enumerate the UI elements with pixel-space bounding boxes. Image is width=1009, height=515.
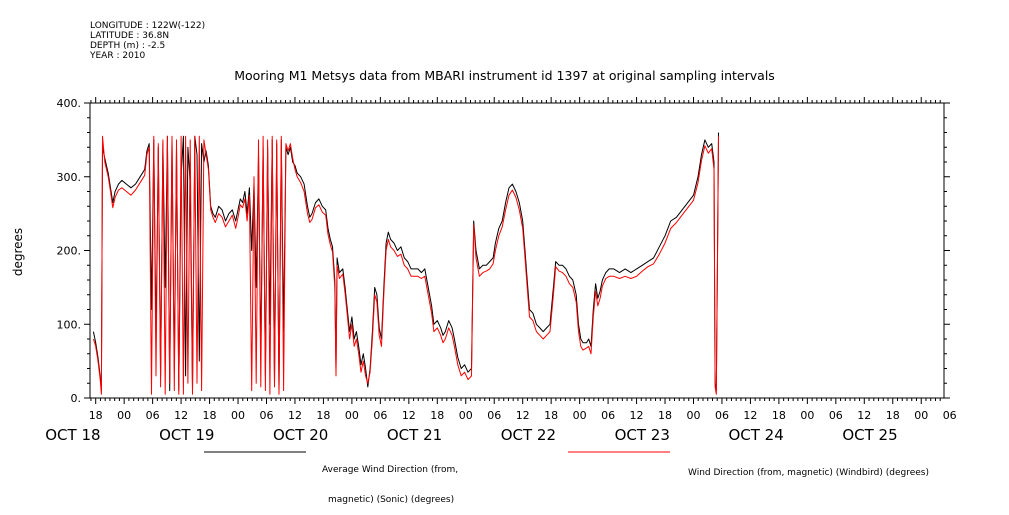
x-hour-label: 18 — [658, 409, 672, 422]
x-hour-label: 00 — [117, 409, 131, 422]
x-day-label: OCT 19 — [159, 426, 214, 444]
y-tick-label: 0. — [71, 392, 82, 405]
x-axis: 18 00 06 12 18 00 06 12 18 00 06 12 18 00 06 12 18 00 06 12… — [45, 97, 957, 444]
plot-frame — [89, 102, 945, 399]
y-tick-label: 400. — [57, 97, 82, 110]
x-day-label: OCT 24 — [728, 426, 783, 444]
depth-label: DEPTH (m) : -2.5 — [90, 41, 166, 51]
x-hour-label: 12 — [743, 409, 757, 422]
x-hour-label: 00 — [459, 409, 473, 422]
x-hour-label: 12 — [857, 409, 871, 422]
x-hour-label: 18 — [203, 409, 217, 422]
x-hour-label: 12 — [630, 409, 644, 422]
series-lines — [92, 132, 719, 395]
x-hour-label: 00 — [573, 409, 587, 422]
x-hour-label: 00 — [914, 409, 928, 422]
y-axis-label: degrees — [11, 227, 25, 277]
x-hour-label: 18 — [886, 409, 900, 422]
y-tick-label: 200. — [57, 245, 82, 258]
series-line-sonic — [92, 132, 719, 392]
x-hour-label: 00 — [345, 409, 359, 422]
x-hour-label: 06 — [373, 409, 387, 422]
chart-plot: 0. 100. 200. 300. 400. 18 00 06 12 18 00 06 12 18 00 0… — [45, 97, 957, 453]
x-hour-label: 12 — [174, 409, 188, 422]
chart-title: Mooring M1 Metsys data from MBARI instru… — [234, 68, 775, 83]
x-day-label: OCT 25 — [842, 426, 897, 444]
legend-label-sonic: Average Wind Direction (from, magnetic) … — [322, 445, 458, 515]
x-hour-label: 18 — [430, 409, 444, 422]
y-axis: 0. 100. 200. 300. 400. — [57, 97, 950, 405]
legend-label-windbird: Wind Direction (from, magnetic) (Windbir… — [688, 448, 929, 488]
x-day-label: OCT 21 — [387, 426, 442, 444]
x-hour-label: 12 — [402, 409, 416, 422]
x-hour-label: 00 — [231, 409, 245, 422]
x-hour-label: 06 — [601, 409, 615, 422]
x-hour-label: 18 — [89, 409, 103, 422]
x-hour-label: 06 — [146, 409, 160, 422]
x-hour-label: 06 — [829, 409, 843, 422]
legend-label-sonic-line1: Average Wind Direction (from, — [322, 465, 459, 475]
x-hour-label: 06 — [487, 409, 501, 422]
y-tick-label: 100. — [57, 318, 82, 331]
legend-label-sonic-line2: magnetic) (Sonic) (degrees) — [328, 495, 455, 505]
year-label: YEAR : 2010 — [90, 51, 146, 61]
x-day-label: OCT 22 — [501, 426, 556, 444]
x-hour-label: 06 — [943, 409, 957, 422]
series-line-windbird — [92, 135, 719, 395]
plot-border — [89, 102, 945, 399]
y-tick-label: 300. — [57, 171, 82, 184]
x-day-label: OCT 18 — [45, 426, 100, 444]
x-hour-label: 12 — [288, 409, 302, 422]
x-hour-label: 00 — [686, 409, 700, 422]
x-day-label: OCT 20 — [273, 426, 328, 444]
x-hour-label: 06 — [715, 409, 729, 422]
x-hour-label: 18 — [544, 409, 558, 422]
x-hour-label: 06 — [259, 409, 273, 422]
x-day-label: OCT 23 — [615, 426, 670, 444]
x-hour-label: 12 — [516, 409, 530, 422]
x-hour-label: 18 — [772, 409, 786, 422]
legend-label-windbird-line1: Wind Direction (from, magnetic) (Windbir… — [688, 468, 929, 478]
latitude-label: LATITUDE : 36.8N — [90, 31, 170, 41]
x-hour-label: 00 — [800, 409, 814, 422]
station-metadata: LONGITUDE : 122W(-122) LATITUDE : 36.8N … — [90, 21, 205, 61]
x-hour-label: 18 — [316, 409, 330, 422]
longitude-label: LONGITUDE : 122W(-122) — [90, 21, 206, 31]
